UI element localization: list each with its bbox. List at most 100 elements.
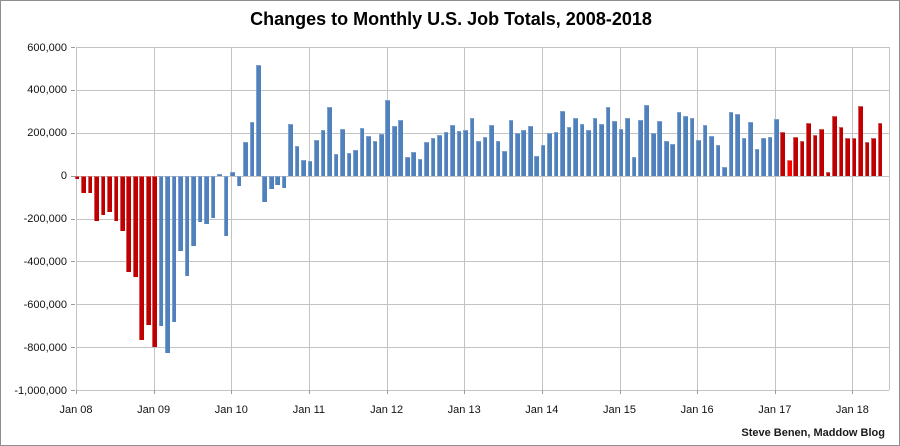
bar-2016-07 — [735, 113, 740, 176]
y-axis-label: -600,000 — [23, 298, 67, 311]
bar-2017-10 — [832, 115, 837, 176]
gridline-jan-18 — [852, 47, 854, 390]
bar-2010-05 — [255, 65, 261, 176]
y-axis-label: 200,000 — [27, 127, 67, 140]
bar-2017-03 — [786, 159, 792, 176]
y-axis-tick — [71, 47, 75, 48]
bar-2008-05 — [100, 175, 106, 215]
bar-2016-04 — [715, 144, 721, 176]
bar-2012-05 — [411, 152, 416, 176]
x-axis-label: Jan 15 — [602, 404, 637, 416]
bar-2010-03 — [243, 142, 248, 176]
bar-2016-09 — [748, 122, 753, 176]
bar-2009-02 — [158, 175, 164, 326]
bar-2012-11 — [450, 125, 455, 176]
bar-2012-02 — [391, 126, 397, 176]
bar-2018-04 — [871, 138, 876, 176]
bar-2018-05 — [877, 123, 883, 176]
bar-2013-04 — [482, 137, 488, 176]
bar-2009-07 — [191, 175, 196, 246]
bar-2015-11 — [683, 115, 688, 176]
bar-2016-01 — [696, 139, 701, 176]
bar-2014-02 — [547, 132, 552, 176]
bar-2013-12 — [534, 156, 540, 176]
bar-2012-08 — [430, 138, 436, 176]
gridline-jan-12 — [386, 47, 388, 390]
bar-2009-01 — [152, 175, 157, 347]
gridline-jan-17 — [774, 47, 776, 390]
bar-2014-11 — [605, 106, 611, 176]
bar-2013-08 — [508, 119, 514, 176]
bar-2010-02 — [236, 175, 242, 187]
bar-2016-02 — [702, 125, 708, 176]
x-axis-label: Jan 16 — [680, 404, 714, 416]
y-axis-label: 600,000 — [27, 41, 67, 54]
y-axis-tick — [71, 175, 75, 177]
x-axis-label: Jan 09 — [137, 404, 171, 416]
bar-2010-10 — [288, 124, 293, 176]
bar-2008-03 — [87, 175, 93, 193]
gridline-jan-13 — [464, 47, 466, 390]
gridline-jan-08 — [76, 47, 77, 390]
x-axis-tick — [76, 390, 77, 394]
x-axis-label: Jan 08 — [59, 404, 93, 416]
bar-2008-02 — [81, 175, 86, 194]
bar-2008-07 — [113, 175, 119, 221]
bar-2012-09 — [437, 134, 442, 176]
x-axis-tick — [231, 390, 233, 394]
bar-2011-02 — [314, 139, 319, 176]
bar-2017-12 — [845, 138, 850, 176]
gridline-600000 — [76, 47, 889, 48]
bar-2016-12 — [767, 137, 773, 176]
bar-2018-02 — [858, 106, 863, 176]
gridline-jan-10 — [231, 47, 233, 390]
y-axis-tick — [71, 390, 75, 391]
bar-2016-03 — [709, 136, 714, 176]
x-axis-tick — [386, 390, 388, 394]
bar-2012-04 — [404, 157, 410, 176]
bar-2011-06 — [340, 129, 345, 176]
bar-2014-03 — [553, 132, 559, 176]
bar-2012-07 — [424, 142, 429, 176]
bar-2015-07 — [657, 121, 663, 176]
bar-2009-08 — [197, 175, 203, 222]
gridline--600000 — [76, 304, 889, 306]
bar-2008-01 — [74, 175, 80, 180]
y-axis-tick — [71, 261, 75, 263]
bar-2009-11 — [217, 173, 222, 176]
bar-2013-07 — [502, 151, 507, 176]
bar-2016-11 — [761, 138, 766, 176]
bar-2008-08 — [120, 175, 125, 232]
x-axis-tick — [852, 390, 854, 394]
x-axis-label: Jan 14 — [525, 404, 559, 416]
gridline--1000000 — [76, 390, 889, 391]
bar-2011-11 — [372, 140, 378, 176]
bar-2013-06 — [495, 141, 501, 176]
gridline--400000 — [76, 261, 889, 263]
bar-2013-10 — [521, 129, 527, 176]
y-axis-label: -1,000,000 — [14, 384, 67, 397]
gridline-200000 — [76, 132, 889, 134]
x-axis-label: Jan 13 — [447, 404, 481, 416]
bar-2015-09 — [670, 143, 675, 176]
bar-2010-01 — [230, 171, 235, 176]
x-axis-tick — [541, 390, 543, 394]
x-axis-tick — [308, 390, 310, 394]
bar-2014-09 — [592, 117, 598, 176]
gridline-jan-16 — [697, 47, 699, 390]
bar-2009-03 — [165, 175, 170, 353]
bar-2017-04 — [793, 137, 799, 176]
bar-2010-06 — [262, 175, 268, 202]
x-axis-tick — [153, 390, 155, 394]
bar-2014-08 — [586, 130, 591, 176]
bar-2014-10 — [599, 123, 604, 176]
bar-2009-09 — [204, 175, 209, 225]
gridline--800000 — [76, 347, 889, 349]
gridline--200000 — [76, 218, 889, 220]
y-axis-label: 0 — [60, 170, 67, 183]
plot-area — [71, 47, 890, 394]
bar-2008-12 — [145, 175, 151, 325]
bar-2009-04 — [171, 175, 177, 323]
bar-2015-01 — [618, 128, 624, 176]
bar-2009-06 — [184, 175, 190, 276]
